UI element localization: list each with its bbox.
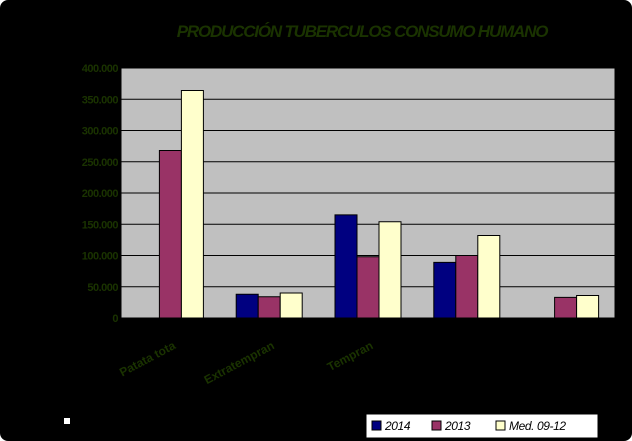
bar-2013 <box>158 150 182 319</box>
bar-med-09-12 <box>378 221 402 319</box>
bar-med-09-12 <box>180 90 204 319</box>
y-tick-label: 250.000 <box>82 157 119 169</box>
bar-2013 <box>455 255 479 319</box>
legend-box <box>365 413 599 439</box>
y-tick-label: 200.000 <box>82 188 119 200</box>
bar-2013 <box>554 296 578 319</box>
y-tick-label: 300.000 <box>82 126 119 138</box>
y-tick-label: 100.000 <box>82 251 119 263</box>
legend-label: Med. 09-12 <box>509 419 566 433</box>
legend-swatch <box>431 420 442 431</box>
bar-2013 <box>257 296 281 319</box>
chart-title: PRODUCCIÓN TUBERCULOS CONSUMO HUMANO <box>177 22 548 41</box>
legend-label: 2013 <box>444 419 471 433</box>
bar-2014 <box>235 293 259 319</box>
legend: 2014 2013 Med. 09-12 <box>365 413 599 439</box>
bar-med-09-12 <box>279 292 303 319</box>
bar-2013 <box>356 256 380 319</box>
y-tick-label: 150.000 <box>82 219 119 231</box>
y-tick-label: 400.000 <box>82 63 119 75</box>
legend-swatch <box>495 420 506 431</box>
bar-2014 <box>334 214 358 319</box>
legend-swatch <box>371 420 382 431</box>
bar-med-09-12 <box>576 295 600 319</box>
legend-label: 2014 <box>384 419 411 433</box>
bar-med-09-12 <box>477 235 501 319</box>
small-marker <box>64 418 70 424</box>
y-tick-label: 350.000 <box>82 94 119 106</box>
y-tick-label: 50.000 <box>87 282 118 294</box>
y-tick-label: 0 <box>112 313 118 325</box>
bar-2014 <box>433 261 457 319</box>
